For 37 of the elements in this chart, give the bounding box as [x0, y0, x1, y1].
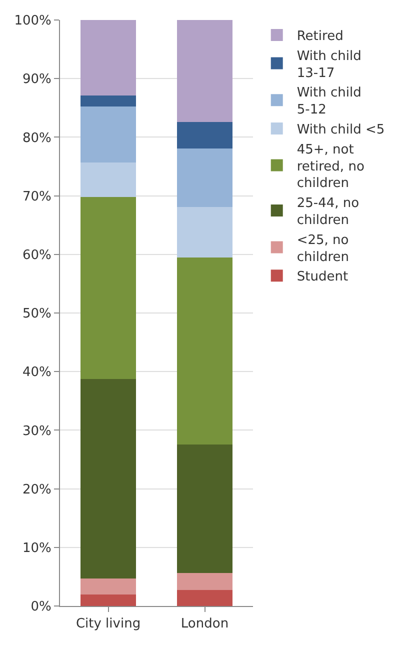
bar	[176, 573, 233, 590]
y-tick-label: 80%	[22, 130, 52, 146]
y-tick-label: 60%	[22, 248, 52, 263]
bar	[176, 20, 233, 122]
legend-label: 45+, not retired, no children	[296, 142, 364, 192]
bar	[176, 148, 233, 207]
y-tick-label: 50%	[22, 306, 52, 322]
legend-label: With child 5-12	[296, 86, 362, 118]
bar	[80, 106, 136, 162]
bar	[176, 444, 233, 574]
bar	[80, 196, 136, 380]
y-tick-label: 10%	[22, 540, 52, 556]
legend-label: Student	[296, 270, 348, 285]
bar	[80, 578, 136, 594]
legend-label: <25, no children	[296, 232, 350, 265]
bar	[80, 96, 136, 107]
y-tick-label: 100%	[14, 14, 52, 29]
bar	[176, 206, 233, 258]
y-tick-label: 90%	[22, 72, 52, 88]
y-tick-label: 20%	[22, 482, 52, 498]
legend-label: With child <5	[296, 122, 385, 138]
bar	[80, 594, 136, 606]
bar	[80, 379, 136, 578]
bar	[176, 122, 233, 148]
y-tick-label: 40%	[22, 365, 52, 380]
legend-label: With child 13-17	[296, 48, 362, 81]
x-tick-label: City living	[76, 616, 141, 632]
y-tick-label: 0%	[30, 600, 52, 615]
bar	[80, 162, 136, 197]
legend-label: Retired	[296, 29, 344, 44]
legend-label: 25-44, no children	[296, 196, 360, 228]
bar	[176, 590, 233, 606]
bar	[176, 257, 233, 444]
bar	[80, 20, 136, 96]
y-tick-label: 30%	[22, 424, 52, 439]
x-tick-label: London	[180, 616, 229, 632]
y-tick-label: 70%	[22, 189, 52, 204]
